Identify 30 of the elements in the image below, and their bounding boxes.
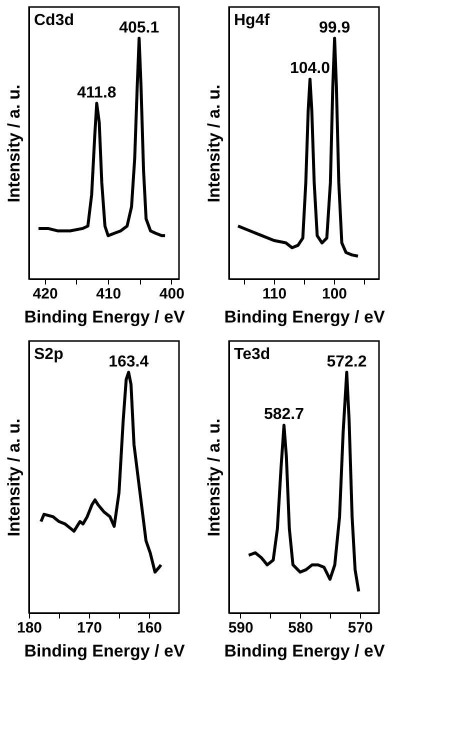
x-tick-label: 590 — [228, 620, 254, 636]
x-tick-label: 100 — [322, 286, 348, 302]
x-tick-label: 400 — [159, 286, 184, 302]
chart-title: Te3d — [234, 346, 270, 363]
x-tick-label: 420 — [32, 286, 58, 302]
x-tick-label: 180 — [16, 620, 42, 636]
x-tick-label: 410 — [96, 286, 122, 302]
annotation: 572.2 — [326, 353, 367, 370]
x-axis-title: Binding Energy / eV — [224, 642, 386, 660]
x-tick-label: 110 — [262, 286, 287, 302]
chart-title: S2p — [34, 346, 64, 363]
x-tick-label: 170 — [76, 620, 102, 636]
y-axis-title: Intensity / a. u. — [204, 418, 224, 537]
x-tick-label: 580 — [288, 620, 314, 636]
x-axis-title: Binding Energy / eV — [24, 308, 186, 326]
chart-title: Hg4f — [234, 12, 270, 29]
x-axis-title: Binding Energy / eV — [224, 308, 386, 326]
annotation: 99.9 — [319, 19, 350, 36]
x-tick-label: 160 — [136, 620, 162, 636]
y-axis-title: Intensity / a. u. — [204, 84, 224, 203]
chart-title: Cd3d — [34, 12, 74, 29]
y-axis-title: Intensity / a. u. — [4, 84, 24, 203]
x-axis-title: Binding Energy / eV — [24, 642, 186, 660]
annotation: 411.8 — [77, 84, 116, 102]
annotation: 405.1 — [119, 19, 160, 36]
y-axis-title: Intensity / a. u. — [4, 418, 24, 537]
annotation: 582.7 — [264, 406, 304, 424]
annotation: 104.0 — [290, 60, 330, 78]
annotation: 163.4 — [108, 353, 149, 370]
x-tick-label: 570 — [348, 620, 373, 636]
